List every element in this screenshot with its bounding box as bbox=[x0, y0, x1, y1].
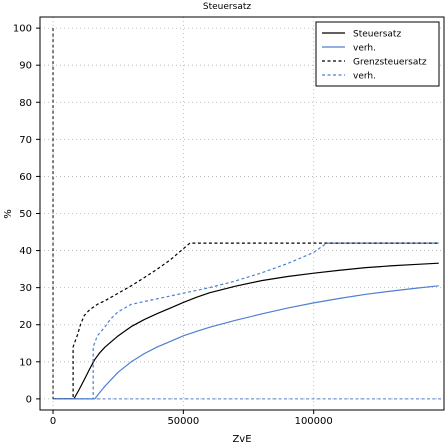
y-tick-label-4: 40 bbox=[19, 246, 32, 257]
y-tick-label-2: 20 bbox=[19, 320, 32, 331]
legend-label-2: Grenzsteuersatz bbox=[353, 58, 427, 68]
reference-lines bbox=[52, 28, 444, 400]
data-series bbox=[53, 242, 439, 400]
legend-label-1: verh. bbox=[353, 44, 376, 54]
x-axis-ticks: 0 50000 100000 bbox=[50, 410, 333, 427]
y-tick-label-8: 80 bbox=[19, 98, 32, 109]
x-tick-label-0: 0 bbox=[50, 416, 56, 427]
series-line-3 bbox=[53, 242, 439, 400]
legend-label-3: verh. bbox=[353, 72, 376, 82]
x-axis-label: ZvE bbox=[232, 434, 251, 445]
x-tick-label-1: 50000 bbox=[167, 416, 199, 427]
y-tick-label-0: 0 bbox=[26, 394, 32, 405]
grid-lines bbox=[40, 17, 444, 410]
y-tick-label-7: 70 bbox=[19, 135, 32, 146]
y-tick-label-3: 30 bbox=[19, 283, 32, 294]
legend: Steuersatz verh. Grenzsteuersatz verh. bbox=[315, 21, 440, 87]
y-axis-ticks: 0 10 20 30 40 50 60 70 80 90 100 bbox=[13, 24, 40, 405]
y-tick-label-10: 100 bbox=[13, 24, 32, 35]
y-tick-label-6: 60 bbox=[19, 172, 32, 183]
y-tick-label-9: 90 bbox=[19, 61, 32, 72]
x-tick-label-2: 100000 bbox=[295, 416, 333, 427]
y-tick-label-1: 10 bbox=[19, 357, 32, 368]
chart-title: Steuersatz bbox=[203, 2, 251, 12]
y-tick-label-5: 50 bbox=[19, 209, 32, 220]
series-line-2 bbox=[53, 242, 439, 400]
legend-label-0: Steuersatz bbox=[353, 30, 401, 40]
series-line-1 bbox=[53, 285, 439, 400]
series-line-0 bbox=[53, 262, 439, 400]
y-axis-label: % bbox=[3, 209, 14, 219]
